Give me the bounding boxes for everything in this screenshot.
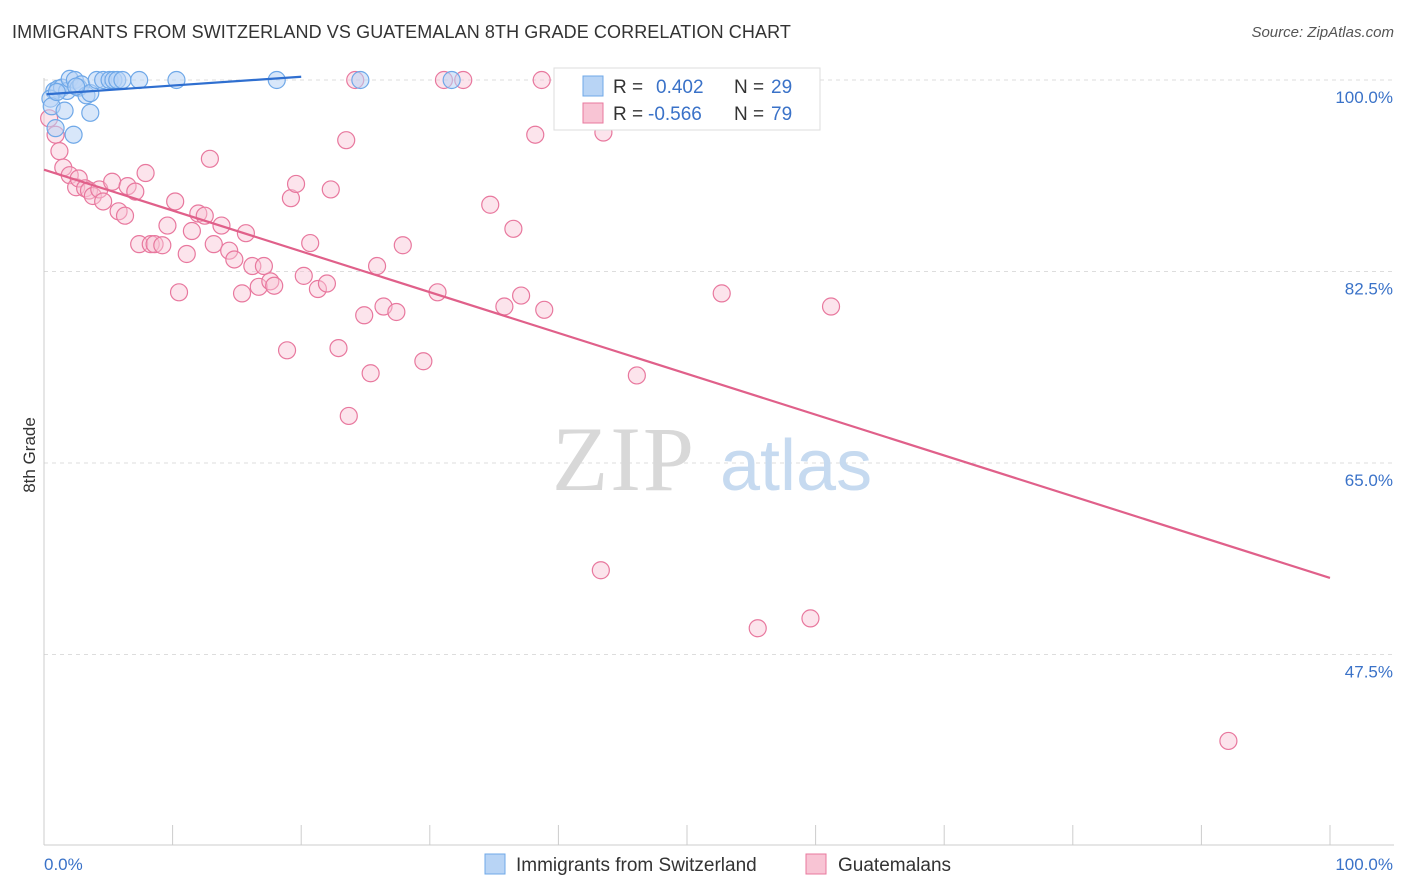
guatemalans-point <box>249 277 268 296</box>
guatemalans-point <box>281 189 301 208</box>
guatemalans-point <box>158 216 177 235</box>
switzerland-point <box>113 70 132 90</box>
guatemalans-point <box>591 561 610 580</box>
switzerland-point <box>81 103 100 122</box>
bottom-legend-label-guatemalans: Guatemalans <box>838 855 951 876</box>
chart-title: IMMIGRANTS FROM SWITZERLAND VS GUATEMALA… <box>12 22 791 42</box>
guatemalans-point <box>526 125 545 144</box>
legend-swatch-guatemalans <box>582 102 604 124</box>
guatemalans-point <box>153 236 172 255</box>
guatemalans-point <box>50 142 69 161</box>
guatemalans-point <box>254 256 274 276</box>
legend-n-label-guatemalans: N = <box>734 104 764 125</box>
switzerland-points <box>41 69 461 144</box>
legend-box: R = 0.402 N = 29 R = -0.566 N = 79 <box>553 67 821 131</box>
guatemalans-point <box>367 256 387 276</box>
watermark-atlas: atlas <box>720 426 872 506</box>
guatemalans-point <box>169 283 189 302</box>
guatemalans-point <box>83 186 102 206</box>
y-axis-title: 8th Grade <box>20 417 39 493</box>
bottom-legend-swatch-guatemalans <box>805 853 827 875</box>
switzerland-point <box>55 101 74 120</box>
guatemalans-point <box>512 286 531 305</box>
guatemalans-point <box>115 206 135 225</box>
guatemalans-point <box>748 619 767 638</box>
switzerland-point <box>46 119 65 138</box>
guatemalans-point <box>308 279 328 299</box>
switzerland-point <box>442 70 461 90</box>
guatemalans-point <box>94 192 113 211</box>
guatemalans-point <box>535 300 554 319</box>
guatemalans-point <box>321 180 340 199</box>
guatemalans-point <box>339 406 358 426</box>
guatemalans-point <box>393 236 412 255</box>
y-tick-label: 82.5% <box>1345 280 1393 299</box>
legend-n-label-switzerland: N = <box>734 77 764 98</box>
guatemalans-point <box>220 241 239 260</box>
guatemalans-point <box>329 339 348 358</box>
guatemalans-point <box>145 235 164 254</box>
switzerland-point <box>267 70 286 90</box>
guatemalans-point <box>177 244 196 264</box>
switzerland-trend-line <box>46 75 302 96</box>
gridlines <box>44 79 1394 655</box>
guatemalans-point <box>532 70 551 90</box>
guatemalans-point <box>504 219 523 238</box>
guatemalans-point <box>414 352 433 371</box>
guatemalans-point <box>361 364 380 383</box>
guatemalans-point <box>126 182 145 201</box>
legend-r-value-switzerland: 0.402 <box>656 77 704 98</box>
guatemalans-point <box>294 266 313 285</box>
y-tick-label: 65.0% <box>1345 471 1393 490</box>
guatemalans-point <box>712 284 731 303</box>
legend-r-label-guatemalans: R = <box>613 104 643 125</box>
x-axis-ticks <box>43 825 1331 845</box>
guatemalans-trend-line <box>43 168 1331 579</box>
guatemalans-point <box>337 131 356 150</box>
guatemalans-point <box>301 233 320 253</box>
guatemalans-point <box>1219 731 1238 751</box>
legend-r-value-guatemalans: -0.566 <box>648 104 702 125</box>
guatemalans-point <box>387 302 406 322</box>
switzerland-point <box>130 70 149 90</box>
guatemalans-point <box>225 250 244 269</box>
watermark-zip: ZIP <box>552 408 696 510</box>
x-tick-label-max: 100.0% <box>1335 855 1393 874</box>
watermark: ZIP atlas <box>552 408 872 510</box>
guatemalans-point <box>286 174 306 194</box>
bottom-legend: Immigrants from Switzerland Guatemalans <box>484 853 951 876</box>
guatemalans-point <box>182 221 201 241</box>
guatemalans-point <box>821 297 841 316</box>
guatemalans-point <box>801 609 820 628</box>
y-axis-tick-labels: 100.0% 82.5% 65.0% 47.5% <box>1335 88 1393 682</box>
guatemalans-point <box>204 235 223 254</box>
guatemalans-point <box>103 172 122 191</box>
guatemalans-point <box>200 149 219 168</box>
guatemalans-point <box>317 274 337 293</box>
guatemalans-point <box>495 297 514 316</box>
guatemalans-point <box>481 195 500 214</box>
bottom-legend-label-switzerland: Immigrants from Switzerland <box>516 855 757 876</box>
guatemalans-point <box>627 366 646 385</box>
legend-r-label-switzerland: R = <box>613 77 643 98</box>
y-tick-label: 100.0% <box>1335 88 1393 107</box>
bottom-legend-swatch-switzerland <box>484 853 506 875</box>
chart-source: Source: ZipAtlas.com <box>1251 24 1394 41</box>
legend-swatch-switzerland <box>582 75 604 97</box>
guatemalans-point <box>166 192 185 211</box>
y-tick-label: 47.5% <box>1345 663 1393 682</box>
guatemalans-point <box>277 341 297 360</box>
guatemalans-point <box>136 163 155 183</box>
legend-n-value-switzerland: 29 <box>771 77 792 98</box>
switzerland-point <box>351 70 370 90</box>
guatemalans-point <box>232 284 252 303</box>
legend-n-value-guatemalans: 79 <box>771 104 792 125</box>
x-tick-label-min: 0.0% <box>44 855 83 874</box>
guatemalans-point <box>265 276 284 295</box>
switzerland-point <box>64 125 83 144</box>
guatemalans-point <box>355 306 374 325</box>
